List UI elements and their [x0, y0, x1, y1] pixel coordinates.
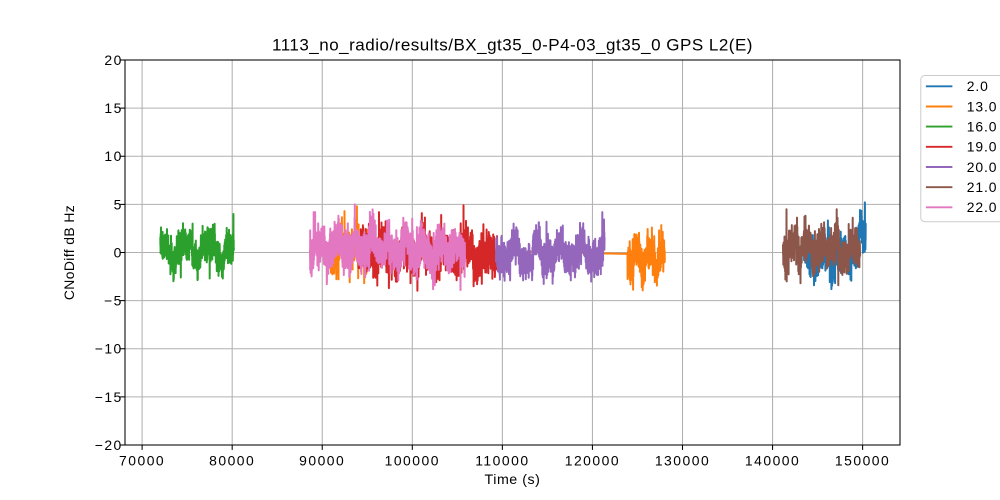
svg-text:1113_no_radio/results/BX_gt35_: 1113_no_radio/results/BX_gt35_0-P4-03_gt…	[272, 36, 753, 55]
svg-text:100000: 100000	[385, 452, 440, 468]
svg-text:80000: 80000	[209, 452, 255, 468]
svg-text:−5: −5	[104, 293, 123, 309]
svg-text:120000: 120000	[565, 452, 620, 468]
svg-text:−20: −20	[95, 437, 123, 453]
svg-text:20.0: 20.0	[967, 159, 998, 175]
svg-text:0: 0	[114, 244, 123, 260]
svg-text:5: 5	[114, 196, 123, 212]
svg-text:150000: 150000	[835, 452, 890, 468]
svg-text:70000: 70000	[119, 452, 165, 468]
svg-text:130000: 130000	[655, 452, 710, 468]
svg-text:Time (s): Time (s)	[485, 472, 541, 488]
svg-text:20: 20	[104, 52, 122, 68]
svg-text:140000: 140000	[745, 452, 800, 468]
svg-text:10: 10	[104, 148, 122, 164]
svg-text:19.0: 19.0	[967, 139, 998, 155]
svg-text:110000: 110000	[475, 452, 529, 468]
svg-text:CNoDiff dB Hz: CNoDiff dB Hz	[61, 205, 77, 300]
svg-text:−10: −10	[95, 341, 123, 357]
svg-text:2.0: 2.0	[967, 78, 989, 94]
svg-text:−15: −15	[95, 389, 123, 405]
svg-text:22.0: 22.0	[967, 199, 998, 215]
svg-text:16.0: 16.0	[967, 119, 998, 135]
svg-text:15: 15	[104, 100, 122, 116]
svg-text:21.0: 21.0	[967, 179, 998, 195]
svg-text:13.0: 13.0	[967, 98, 998, 114]
svg-text:90000: 90000	[299, 452, 345, 468]
